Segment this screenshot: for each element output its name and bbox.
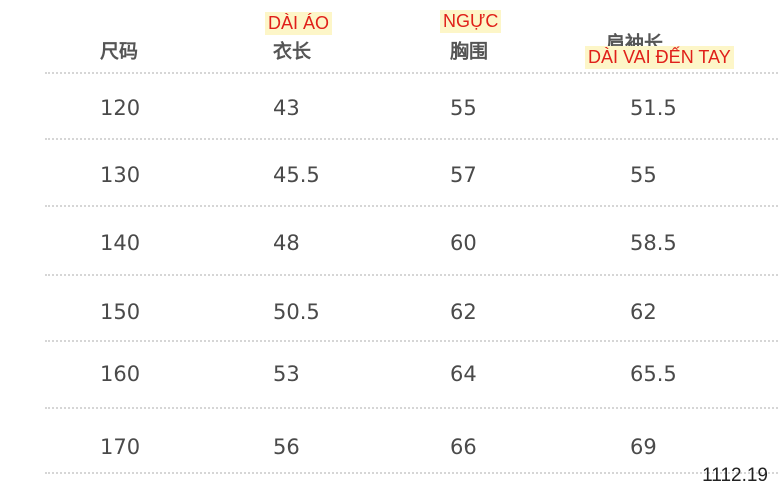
table-cell: 45.5 (273, 163, 320, 187)
table-cell: 66 (450, 435, 477, 459)
table-cell: 140 (100, 231, 141, 255)
table-cell: 50.5 (273, 300, 320, 324)
table-cell: 48 (273, 231, 300, 255)
table-cell: 64 (450, 362, 477, 386)
row-divider (45, 407, 778, 409)
table-cell: 62 (450, 300, 477, 324)
table-cell: 53 (273, 362, 300, 386)
table-cell: 55 (450, 96, 477, 120)
table-cell: 51.5 (630, 96, 677, 120)
table-cell: 130 (100, 163, 141, 187)
header-cell: 衣长 (273, 40, 312, 63)
table-cell: 69 (630, 435, 657, 459)
header-cell: 尺码 (100, 40, 139, 63)
table-cell: 150 (100, 300, 141, 324)
table-cell: 160 (100, 362, 141, 386)
row-divider (45, 472, 778, 474)
header-cell: 胸围 (450, 40, 489, 63)
row-divider (45, 274, 778, 276)
row-divider (45, 205, 778, 207)
table-cell: 65.5 (630, 362, 677, 386)
table-cell: 58.5 (630, 231, 677, 255)
table-cell: 120 (100, 96, 141, 120)
table-cell: 55 (630, 163, 657, 187)
table-cell: 43 (273, 96, 300, 120)
table-cell: 170 (100, 435, 141, 459)
annotation: DÀI ÁO (265, 12, 333, 35)
table-cell: 57 (450, 163, 477, 187)
table-cell: 62 (630, 300, 657, 324)
table-cell: 60 (450, 231, 477, 255)
annotation: NGỰC (440, 10, 502, 33)
footer: 1112.19 (702, 465, 768, 486)
row-divider (45, 340, 778, 342)
row-divider (45, 72, 778, 74)
row-divider (45, 138, 778, 140)
table-cell: 56 (273, 435, 300, 459)
annotation: DÀI VAI ĐẾN TAY (585, 46, 734, 69)
